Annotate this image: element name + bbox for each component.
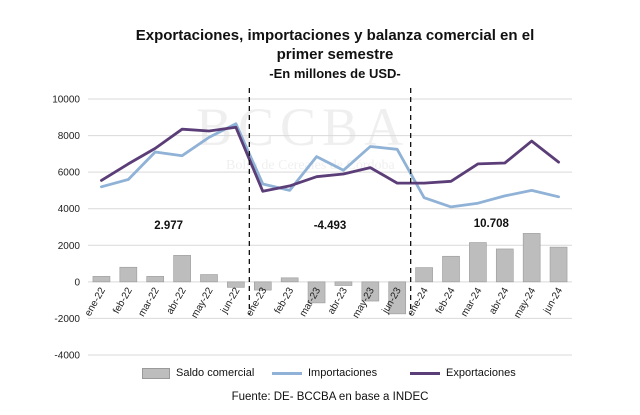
y-tick-label: 10000 xyxy=(52,95,80,106)
x-tick-label: jun-22 xyxy=(219,285,243,316)
bar-saldo-comercial xyxy=(334,281,353,286)
legend-item-saldo: Saldo comercial xyxy=(142,367,254,379)
bar-saldo-comercial xyxy=(442,255,460,283)
period-total-label: 2.977 xyxy=(154,220,183,232)
bar-saldo-comercial xyxy=(307,281,326,304)
legend-label-saldo: Saldo comercial xyxy=(176,367,255,379)
line-exportaciones xyxy=(100,125,560,193)
x-tick-label: mar-24 xyxy=(459,285,485,318)
y-tick-label: 6000 xyxy=(58,168,81,179)
x-tick-label: ene-23 xyxy=(244,285,269,318)
bar-saldo-comercial xyxy=(119,266,138,283)
bar-saldo-comercial xyxy=(227,281,245,288)
chart-title-line1: Exportaciones, importaciones y balanza c… xyxy=(135,27,535,44)
bar-saldo-comercial xyxy=(200,274,218,283)
x-tick-label: feb-24 xyxy=(434,285,458,315)
y-tick-label: 2000 xyxy=(58,241,81,252)
bar-saldo-comercial xyxy=(253,281,272,291)
bar-saldo-comercial xyxy=(388,281,407,315)
legend-label-importaciones: Importaciones xyxy=(308,367,378,379)
bar-saldo-comercial xyxy=(549,246,568,283)
y-tick-label: -2000 xyxy=(54,314,80,325)
bar-saldo-comercial xyxy=(495,248,514,283)
legend-swatch-exports xyxy=(410,371,440,375)
x-tick-label: abr-24 xyxy=(487,285,511,316)
chart-legend: Saldo comercial Importaciones Exportacio… xyxy=(0,367,640,383)
legend-swatch-bar xyxy=(142,367,170,379)
y-tick-label: 8000 xyxy=(58,131,81,142)
y-tick-label: 0 xyxy=(74,277,80,288)
x-tick-label: feb-23 xyxy=(273,285,297,315)
period-total-label: -4.493 xyxy=(314,220,347,232)
bar-saldo-comercial xyxy=(280,277,299,283)
x-tick-label: feb-22 xyxy=(111,285,135,315)
x-tick-label: abr-22 xyxy=(165,285,189,316)
x-tick-label: mar-22 xyxy=(136,285,162,318)
source-note: Fuente: DE- BCCBA en base a INDEC xyxy=(231,391,429,403)
x-tick-label: ene-22 xyxy=(83,285,108,318)
y-tick-label: -4000 xyxy=(54,351,80,362)
x-tick-label: ene-24 xyxy=(406,285,431,318)
line-importaciones xyxy=(100,122,560,209)
x-tick-label: may-22 xyxy=(189,285,215,320)
x-tick-label: may-24 xyxy=(512,285,538,320)
bar-saldo-comercial xyxy=(92,276,111,283)
chart-title-line2: primer semestre xyxy=(276,46,394,63)
x-tick-label: abr-23 xyxy=(326,285,350,316)
bar-saldo-comercial xyxy=(361,281,380,302)
bar-saldo-comercial xyxy=(173,255,191,283)
legend-item-exportaciones: Exportaciones xyxy=(410,367,516,379)
x-tick-label: may-23 xyxy=(351,285,377,320)
legend-item-importaciones: Importaciones xyxy=(272,367,377,379)
legend-swatch-imports xyxy=(272,371,302,375)
y-tick-label: 4000 xyxy=(58,204,81,215)
period-total-label: 10.708 xyxy=(474,218,510,230)
chart-subtitle: -En millones de USD- xyxy=(269,66,401,81)
bar-saldo-comercial xyxy=(146,276,165,283)
bar-saldo-comercial xyxy=(415,267,433,283)
bar-saldo-comercial xyxy=(469,242,487,283)
x-tick-label: jun-24 xyxy=(541,285,565,316)
legend-label-exportaciones: Exportaciones xyxy=(446,367,516,379)
bar-saldo-comercial xyxy=(522,233,541,283)
